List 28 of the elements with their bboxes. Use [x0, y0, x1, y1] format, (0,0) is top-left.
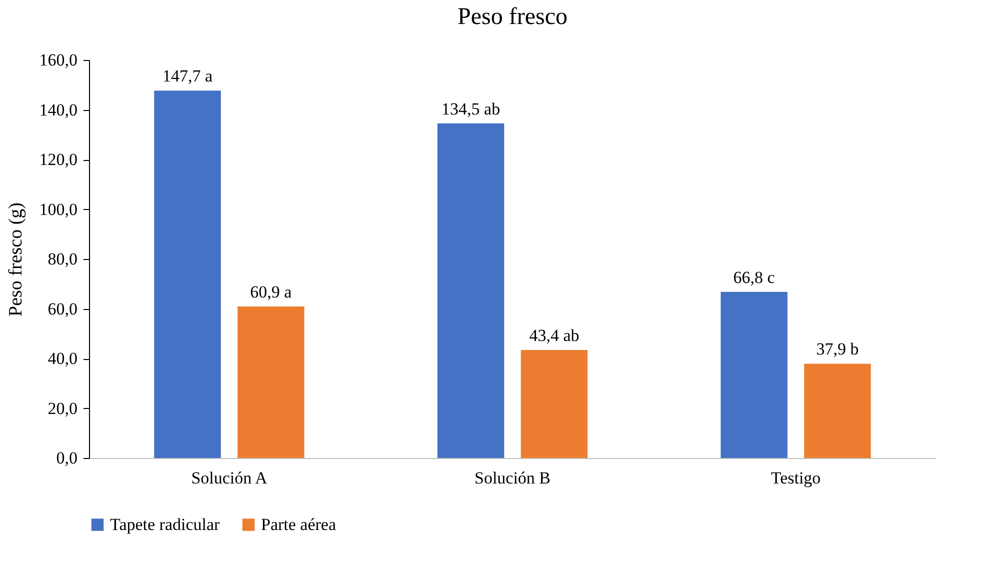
x-tick-label: Solución B [474, 468, 551, 488]
bar [437, 123, 504, 458]
y-tick-label: 80,0 [48, 250, 78, 268]
x-tick-label: Solución A [191, 468, 268, 488]
y-tick-label: 60,0 [48, 299, 78, 318]
data-label: 66,8 c [733, 268, 776, 287]
bar [804, 364, 871, 458]
y-tick-label: 140,0 [39, 100, 78, 120]
bar [720, 292, 788, 458]
data-label: 43,4 ab [529, 326, 580, 346]
y-tick-label: 100,0 [39, 200, 78, 219]
bar [520, 350, 588, 458]
y-tick-label: 0,0 [56, 448, 78, 468]
bar [154, 90, 221, 458]
x-tick-label: Testigo [770, 468, 821, 488]
legend-label: Parte aérea [261, 514, 336, 534]
legend-label: Tapete radicular [110, 514, 220, 534]
y-tick-label: 160,0 [39, 50, 78, 70]
data-label: 134,5 ab [442, 99, 500, 118]
data-label: 60,9 a [250, 282, 292, 302]
y-tick-label: 20,0 [48, 398, 78, 418]
y-tick-label: 40,0 [48, 349, 78, 368]
data-label: 37,9 b [816, 340, 859, 359]
bar [238, 306, 304, 458]
data-label: 147,7 a [162, 66, 213, 86]
y-axis-title: Peso fresco (g) [5, 202, 26, 316]
y-tick-label: 120,0 [39, 150, 78, 169]
chart-title: Peso fresco [458, 4, 568, 30]
